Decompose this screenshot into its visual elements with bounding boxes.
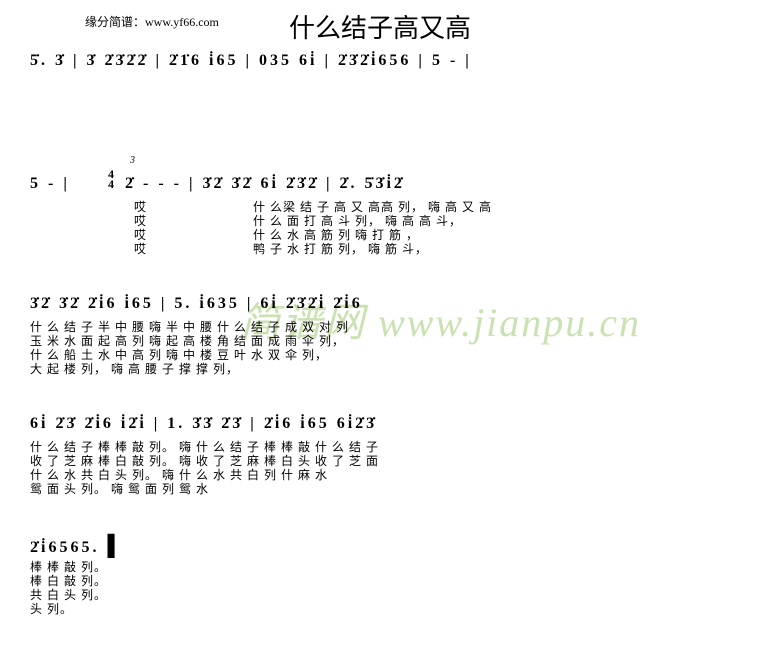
notation-line-2: 2̇ - - - | 3̇2̇ 3̇2̇ 6i̇ 2̇3̇2̇ | 2̇. 5̇… <box>125 175 730 193</box>
time-sig-bot: 4 <box>108 177 114 191</box>
song-title: 什么结子高又高 <box>0 8 760 45</box>
notation-line-4: 6i̇ 2̇3̇ 2̇i̇6 i̇2̇i̇ | 1. 3̇3̇ 2̇3̇ | 2… <box>30 415 730 433</box>
lyrics-3d: 大 起 楼 列， 嗨 高 腰 子 撑 撑 列， <box>30 360 730 377</box>
notation-line-2-pre: 5 - | <box>30 175 90 193</box>
notation-line-1: 5̇. 3̇ | 3̇ 2̇3̇2̇2̇ | 2̇1̇6 i̇65 | 035 … <box>30 52 730 70</box>
time-signature: 4 4 <box>108 169 114 189</box>
lyrics-2h: 鸭 子 水 打 筋 列， 嗨 筋 斗， <box>253 240 730 257</box>
lyrics-5d: 头 列。 <box>30 600 730 617</box>
triplet-mark: 3 <box>130 155 135 166</box>
end-barline: ▌ <box>99 535 124 557</box>
notation-line-3: 3̇2̇ 3̇2̇ 2̇i̇6 i̇65 | 5. i̇635 | 6i̇ 2̇… <box>30 295 730 313</box>
lyrics-4d: 鸳 面 头 列。 嗨 鸳 面 列 鸳 水 <box>30 480 730 497</box>
notation-line-5: 2̇i̇6565. ▌ <box>30 535 730 558</box>
